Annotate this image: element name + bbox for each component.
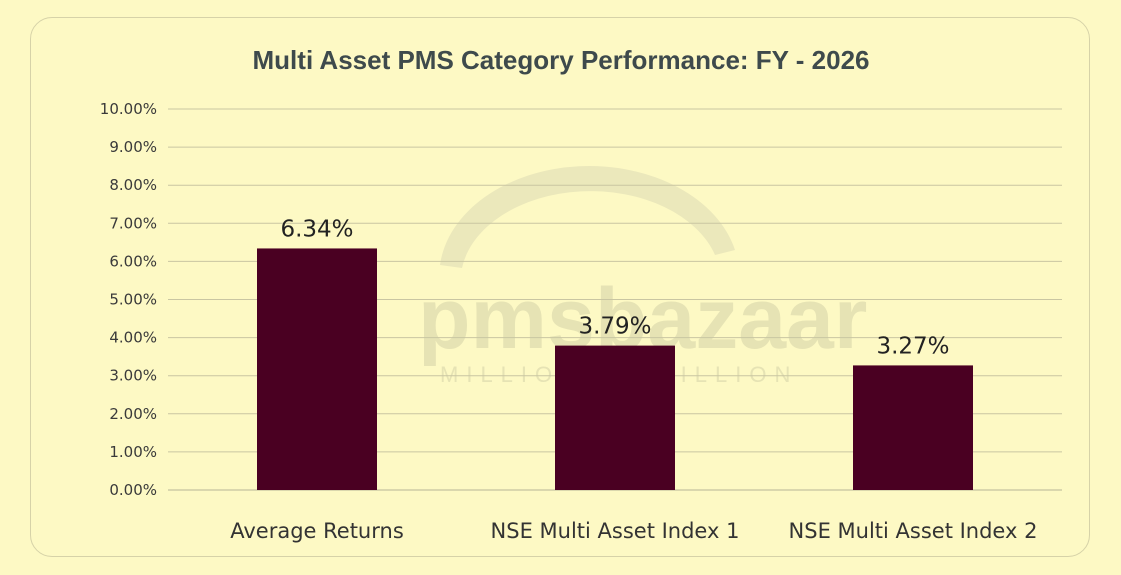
category-label: NSE Multi Asset Index 2 — [789, 519, 1038, 543]
bar — [555, 345, 675, 490]
watermark-logo: pmsbazaar MILLION TO BILLION — [418, 165, 867, 387]
bar — [257, 248, 377, 490]
watermark-arc-icon — [440, 165, 735, 268]
y-tick-label: 10.00% — [100, 100, 157, 118]
category-label: NSE Multi Asset Index 1 — [491, 519, 740, 543]
y-tick-label: 4.00% — [109, 329, 157, 347]
data-label: 3.79% — [578, 314, 651, 340]
chart-title: Multi Asset PMS Category Performance: FY… — [253, 45, 870, 75]
y-tick-label: 6.00% — [109, 252, 157, 270]
y-tick-label: 0.00% — [109, 481, 157, 499]
y-axis-ticks: 0.00% 1.00% 2.00% 3.00% 4.00% 5.00% 6.00% 7.00%… — [100, 100, 157, 499]
data-labels: 6.34% 3.79% 3.27% — [280, 216, 949, 359]
x-axis-categories: Average Returns NSE Multi Asset Index 1 NS… — [230, 519, 1037, 543]
y-tick-label: 9.00% — [109, 138, 157, 156]
y-tick-label: 7.00% — [109, 214, 157, 232]
y-tick-label: 2.00% — [109, 405, 157, 423]
y-tick-label: 8.00% — [109, 176, 157, 194]
y-tick-label: 3.00% — [109, 367, 157, 385]
category-label: Average Returns — [230, 519, 404, 543]
y-tick-label: 5.00% — [109, 291, 157, 309]
bars — [257, 248, 973, 490]
y-tick-label: 1.00% — [109, 443, 157, 461]
bar — [853, 365, 973, 490]
data-label: 3.27% — [876, 333, 949, 359]
data-label: 6.34% — [280, 216, 353, 242]
